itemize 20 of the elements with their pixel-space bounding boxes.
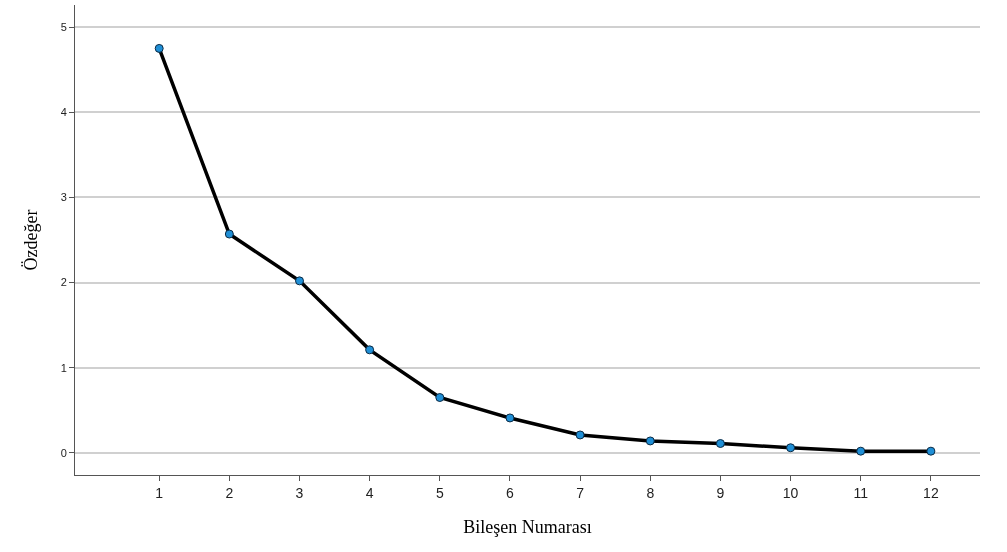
x-tick-label: 11	[853, 484, 869, 501]
x-tick-label: 8	[646, 484, 655, 501]
y-tick-label: 4	[60, 106, 67, 119]
x-tick-label: 3	[295, 484, 304, 501]
y-tick-label: 2	[60, 276, 67, 289]
x-tick-label: 7	[576, 484, 585, 501]
y-tick-label: 0	[60, 446, 67, 459]
y-axis-title: Özdeğer	[20, 209, 41, 271]
x-axis-title: Bileşen Numarası	[463, 516, 592, 537]
x-tick-label: 9	[716, 484, 725, 501]
y-tick-label: 1	[60, 361, 67, 374]
x-tick-label: 2	[225, 484, 234, 501]
x-tick-label: 12	[923, 484, 939, 501]
y-tick-label: 3	[60, 191, 67, 204]
x-tick-label: 5	[435, 484, 444, 501]
x-tick-label: 10	[782, 484, 799, 501]
x-tick-label: 1	[155, 484, 164, 501]
x-tick-label: 4	[365, 484, 374, 501]
y-tick-label: 5	[60, 20, 67, 33]
x-tick-label: 6	[506, 484, 515, 501]
